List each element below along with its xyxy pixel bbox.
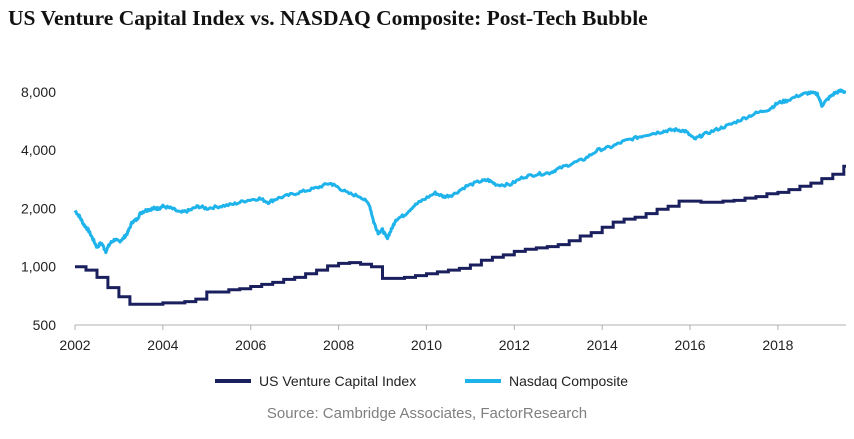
y-tick-label: 1,000 xyxy=(21,259,56,275)
legend-label-vc: US Venture Capital Index xyxy=(259,373,417,389)
legend-item-nasdaq: Nasdaq Composite xyxy=(465,368,628,394)
legend-item-vc: US Venture Capital Index xyxy=(215,368,416,394)
y-tick-label: 8,000 xyxy=(21,84,56,100)
legend-swatch-vc xyxy=(215,379,251,383)
x-tick-label: 2012 xyxy=(499,337,530,353)
chart-title: US Venture Capital Index vs. NASDAQ Comp… xyxy=(8,6,648,30)
series-line-us-venture-capital-index xyxy=(75,164,846,306)
x-tick-label: 2016 xyxy=(674,337,705,353)
legend: US Venture Capital Index Nasdaq Composit… xyxy=(0,368,854,394)
x-tick-label: 2004 xyxy=(147,337,178,353)
legend-swatch-nasdaq xyxy=(465,379,501,383)
line-chart: 2002 2004 2006 2008 2010 2012 2014 2016 2018 500 1… xyxy=(21,84,847,353)
x-tick-label: 2006 xyxy=(235,337,266,353)
x-tick-label: 2008 xyxy=(323,337,354,353)
x-tick-label: 2010 xyxy=(411,337,442,353)
y-tick-label: 4,000 xyxy=(21,142,56,158)
x-tick-label: 2018 xyxy=(762,337,793,353)
y-tick-label: 2,000 xyxy=(21,200,56,216)
x-tick-label: 2002 xyxy=(59,337,90,353)
legend-label-nasdaq: Nasdaq Composite xyxy=(509,373,629,389)
y-tick-label: 500 xyxy=(33,317,57,333)
x-tick-label: 2014 xyxy=(587,337,618,353)
source-note: Source: Cambridge Associates, FactorRese… xyxy=(266,405,588,422)
series-line-nasdaq-composite xyxy=(73,88,847,255)
